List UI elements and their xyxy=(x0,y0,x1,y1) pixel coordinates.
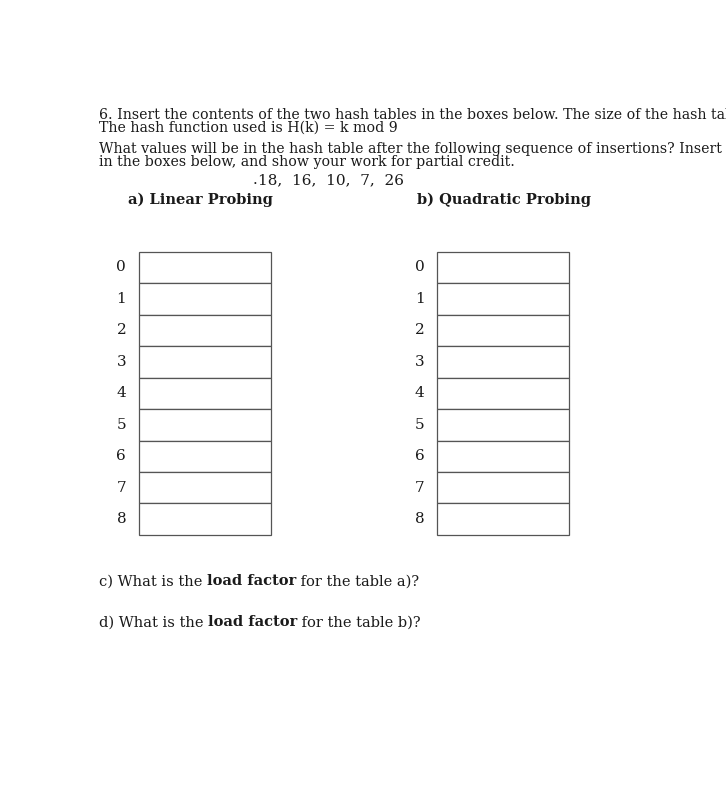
Bar xyxy=(437,409,569,440)
Text: 18,  16,  10,  7,  26: 18, 16, 10, 7, 26 xyxy=(258,173,404,187)
Text: 1: 1 xyxy=(415,292,425,306)
Text: 6: 6 xyxy=(415,450,425,463)
Text: for the table b)?: for the table b)? xyxy=(297,615,420,630)
Text: What values will be in the hash table after the following sequence of insertions: What values will be in the hash table af… xyxy=(99,141,726,156)
Text: 8: 8 xyxy=(117,512,126,526)
Bar xyxy=(139,314,271,346)
Bar xyxy=(139,409,271,440)
Text: 6: 6 xyxy=(116,450,126,463)
Text: 7: 7 xyxy=(117,481,126,494)
Text: The hash function used is H(k) = k mod 9: The hash function used is H(k) = k mod 9 xyxy=(99,121,397,135)
Text: a) Linear Probing: a) Linear Probing xyxy=(128,193,273,207)
Bar xyxy=(139,377,271,409)
Text: 0: 0 xyxy=(116,260,126,274)
Text: 5: 5 xyxy=(117,418,126,432)
Text: 1: 1 xyxy=(116,292,126,306)
Bar xyxy=(139,252,271,283)
Text: 8: 8 xyxy=(415,512,425,526)
Text: c) What is the: c) What is the xyxy=(99,575,207,588)
Text: 2: 2 xyxy=(116,323,126,337)
Text: 7: 7 xyxy=(415,481,425,494)
Text: b) Quadratic Probing: b) Quadratic Probing xyxy=(417,193,591,207)
Bar xyxy=(139,504,271,535)
Text: 5: 5 xyxy=(415,418,425,432)
Text: load factor: load factor xyxy=(208,615,297,630)
Text: .: . xyxy=(253,173,258,187)
Bar xyxy=(437,472,569,504)
Text: 6. Insert the contents of the two hash tables in the boxes below. The size of th: 6. Insert the contents of the two hash t… xyxy=(99,108,726,122)
Bar xyxy=(139,472,271,504)
Bar xyxy=(437,314,569,346)
Text: 2: 2 xyxy=(415,323,425,337)
Text: 3: 3 xyxy=(117,354,126,369)
Text: d) What is the: d) What is the xyxy=(99,615,208,630)
Bar xyxy=(139,440,271,472)
Bar xyxy=(437,440,569,472)
Text: load factor: load factor xyxy=(207,575,296,588)
Bar xyxy=(437,252,569,283)
Text: 4: 4 xyxy=(116,386,126,400)
Text: 0: 0 xyxy=(415,260,425,274)
Bar xyxy=(139,283,271,314)
Bar xyxy=(437,346,569,377)
Bar xyxy=(139,346,271,377)
Bar xyxy=(437,377,569,409)
Text: 4: 4 xyxy=(415,386,425,400)
Text: for the table a)?: for the table a)? xyxy=(296,575,419,588)
Text: in the boxes below, and show your work for partial credit.: in the boxes below, and show your work f… xyxy=(99,155,515,169)
Bar xyxy=(437,504,569,535)
Bar xyxy=(437,283,569,314)
Text: 3: 3 xyxy=(415,354,425,369)
